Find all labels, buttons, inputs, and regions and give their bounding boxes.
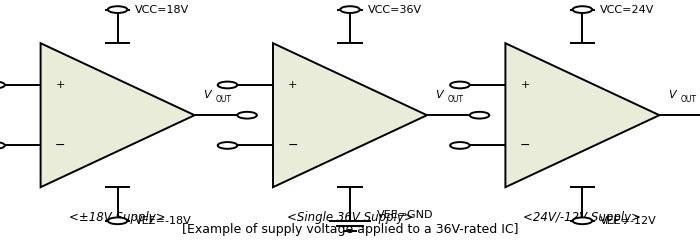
Text: OUT: OUT xyxy=(448,96,464,104)
Polygon shape xyxy=(273,43,427,187)
Text: VEE=GND: VEE=GND xyxy=(377,210,433,220)
Text: <Single 36V Supply>: <Single 36V Supply> xyxy=(286,211,414,224)
Text: +: + xyxy=(520,80,530,90)
Circle shape xyxy=(450,142,470,149)
Circle shape xyxy=(108,217,127,224)
Text: +: + xyxy=(55,80,65,90)
Polygon shape xyxy=(41,43,195,187)
Text: VCC=18V: VCC=18V xyxy=(135,5,189,15)
Circle shape xyxy=(237,112,257,119)
Text: V: V xyxy=(668,90,676,100)
Text: −: − xyxy=(288,139,298,152)
Text: <±18V Supply>: <±18V Supply> xyxy=(69,211,166,224)
Text: −: − xyxy=(519,139,531,152)
Circle shape xyxy=(218,142,237,149)
Circle shape xyxy=(0,82,5,88)
Circle shape xyxy=(108,6,127,13)
Text: VCC=36V: VCC=36V xyxy=(368,5,421,15)
Circle shape xyxy=(450,82,470,88)
Text: VEE=-18V: VEE=-18V xyxy=(135,216,192,226)
Circle shape xyxy=(0,142,5,149)
Circle shape xyxy=(573,6,592,13)
Text: V: V xyxy=(203,90,211,100)
Circle shape xyxy=(340,6,360,13)
Text: [Example of supply voltage applied to a 36V-rated IC]: [Example of supply voltage applied to a … xyxy=(182,223,518,236)
Text: +: + xyxy=(288,80,298,90)
Circle shape xyxy=(218,82,237,88)
Text: V: V xyxy=(435,90,443,100)
Text: <24V/-12V Supply>: <24V/-12V Supply> xyxy=(524,211,641,224)
Circle shape xyxy=(573,217,592,224)
Polygon shape xyxy=(505,43,659,187)
Circle shape xyxy=(470,112,489,119)
Text: OUT: OUT xyxy=(216,96,232,104)
Text: VCC=24V: VCC=24V xyxy=(600,5,654,15)
Text: −: − xyxy=(55,139,66,152)
Text: VEE=-12V: VEE=-12V xyxy=(600,216,657,226)
Text: OUT: OUT xyxy=(680,96,696,104)
